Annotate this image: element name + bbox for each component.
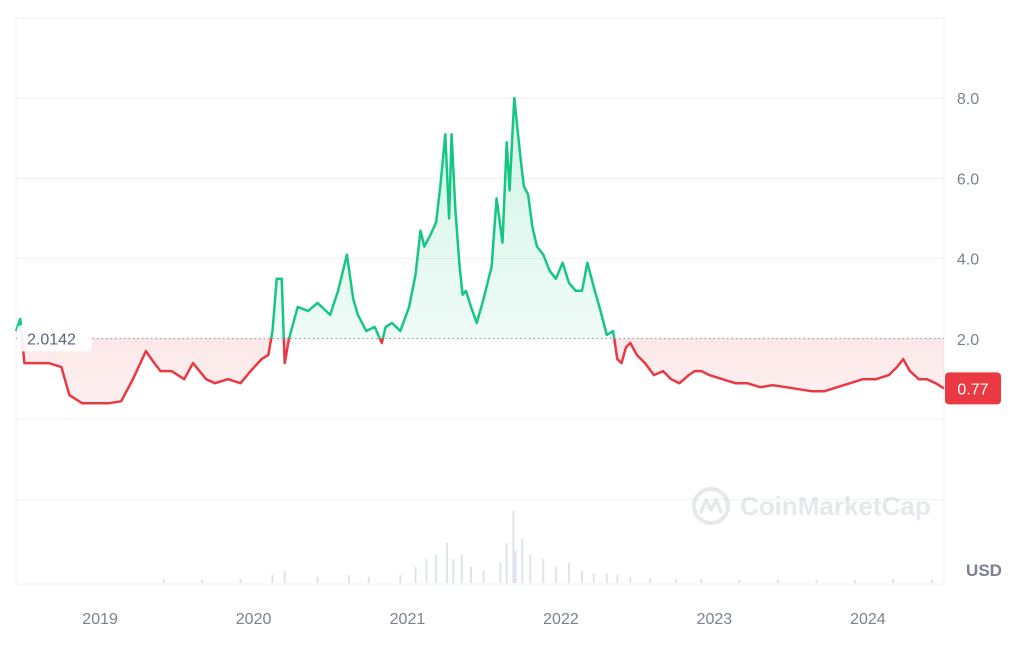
x-tick-label: 2023 xyxy=(697,611,733,628)
volume-bar xyxy=(316,576,319,583)
x-tick-label: 2024 xyxy=(850,611,886,628)
y-axis: 8.0 6.0 4.0 2.0 xyxy=(957,91,979,349)
volume-bars xyxy=(162,511,933,583)
watermark-text: CoinMarketCap xyxy=(740,491,931,521)
volume-bar xyxy=(616,575,619,583)
volume-bar xyxy=(521,539,524,583)
baseline-price-label: 2.0142 xyxy=(27,331,76,348)
volume-bar xyxy=(853,579,856,583)
current-price-label: 0.77 xyxy=(957,381,988,398)
volume-bar xyxy=(649,578,652,583)
price-lines xyxy=(14,96,945,405)
volume-bar xyxy=(348,575,351,583)
coinmarketcap-watermark: CoinMarketCap xyxy=(692,487,931,525)
volume-bar xyxy=(505,543,508,583)
volume-bar xyxy=(674,579,677,583)
price-line-up xyxy=(14,96,616,339)
volume-bar xyxy=(482,571,485,583)
volume-bar xyxy=(162,579,165,583)
volume-bar xyxy=(776,579,779,583)
volume-bar xyxy=(201,579,204,583)
volume-bar xyxy=(271,575,274,583)
volume-bar xyxy=(239,579,242,583)
volume-bar xyxy=(514,551,517,583)
x-tick-label: 2021 xyxy=(390,611,426,628)
volume-bar xyxy=(425,559,428,583)
y-tick-label: 6.0 xyxy=(957,171,979,188)
y-tick-label: 4.0 xyxy=(957,252,979,269)
x-tick-label: 2020 xyxy=(236,611,272,628)
volume-bar xyxy=(414,567,417,583)
volume-bar xyxy=(283,571,286,583)
volume-bar xyxy=(435,555,438,583)
coinmarketcap-logo-icon xyxy=(692,487,730,525)
current-price-badge: 0.77 xyxy=(945,372,1001,405)
volume-bar xyxy=(567,563,570,583)
baseline-price-badge: 2.0142 xyxy=(17,325,92,352)
volume-bar xyxy=(930,579,933,583)
volume-bar xyxy=(542,559,545,583)
volume-bar xyxy=(605,573,608,583)
price-line-down xyxy=(20,338,945,405)
volume-bar xyxy=(738,579,741,583)
volume-bar xyxy=(554,567,557,583)
volume-bar xyxy=(367,576,370,583)
volume-bar xyxy=(629,576,632,583)
volume-bar xyxy=(580,571,583,583)
volume-bar xyxy=(592,573,595,583)
volume-bar xyxy=(399,575,402,583)
y-tick-label: 8.0 xyxy=(957,91,979,108)
price-area-fills xyxy=(16,98,944,404)
volume-bar xyxy=(529,555,532,583)
volume-bar xyxy=(499,563,502,583)
volume-bar xyxy=(700,579,703,583)
volume-bar xyxy=(469,567,472,583)
x-tick-label: 2022 xyxy=(543,611,579,628)
volume-bar xyxy=(445,543,448,583)
y-tick-label: 2.0 xyxy=(957,332,979,349)
area-below-baseline xyxy=(22,338,944,404)
grid-lines xyxy=(15,17,945,585)
volume-bar xyxy=(460,555,463,583)
volume-bar xyxy=(512,511,515,583)
currency-label: USD xyxy=(966,561,1002,580)
volume-bar xyxy=(815,579,818,583)
volume-bar xyxy=(892,579,895,583)
volume-bar xyxy=(452,559,455,583)
x-tick-label: 2019 xyxy=(82,611,118,628)
x-axis: 2019 2020 2021 2022 2023 2024 xyxy=(82,611,885,628)
